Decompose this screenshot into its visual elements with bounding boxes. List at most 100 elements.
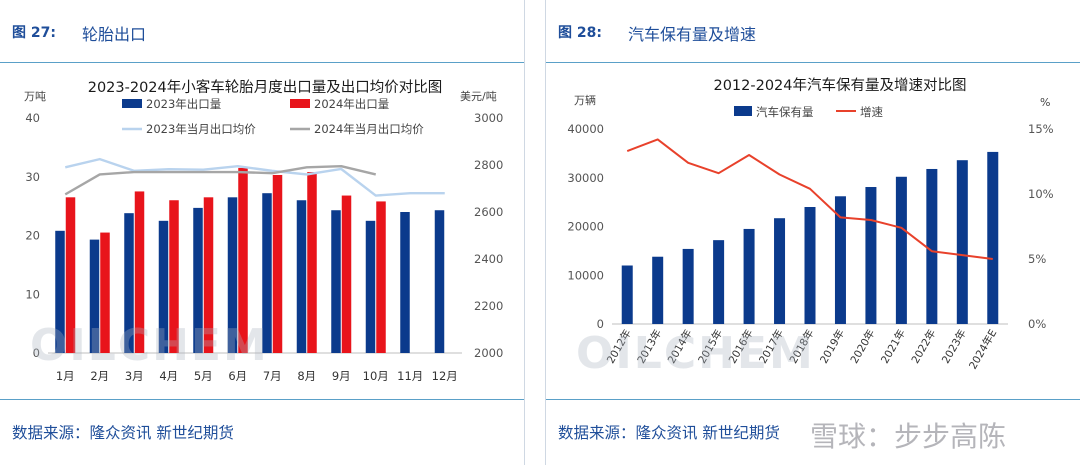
- right-figure-number: 图 28:: [558, 25, 602, 41]
- x-tick-label: 1月: [56, 369, 75, 383]
- right-axis-tick-label: 5%: [1028, 252, 1046, 266]
- bar-2023-export: [400, 212, 410, 353]
- bar-2024-export: [169, 200, 179, 353]
- left-data-source: 数据来源：隆众资讯 新世纪期货: [12, 424, 234, 442]
- right-axis-tick-label: 2800: [474, 158, 503, 172]
- left-axis-tick-label: 10000: [567, 268, 604, 282]
- bar-vehicle-ownership: [774, 218, 786, 324]
- bar-2023-export: [434, 210, 445, 353]
- x-tick-label: 12月: [432, 369, 458, 383]
- left-axis-tick-label: 10: [25, 287, 40, 301]
- bar-vehicle-ownership: [834, 196, 846, 324]
- bar-2024-export: [376, 201, 386, 353]
- right-axis-tick-label: 10%: [1028, 187, 1054, 201]
- legend-label: 2024年当月出口均价: [314, 122, 424, 136]
- bar-2023-export: [365, 220, 376, 353]
- left-axis-unit: 万辆: [574, 93, 596, 107]
- xueqiu-watermark: 雪球：步步高陈: [810, 420, 1007, 453]
- bar-vehicle-ownership: [926, 168, 938, 324]
- bar-2024-export: [272, 174, 283, 353]
- x-tick-label: 2022年: [909, 327, 939, 366]
- x-tick-label: 3月: [125, 369, 144, 383]
- legend-swatch: [290, 99, 310, 108]
- bar-2023-export: [158, 220, 169, 353]
- bar-vehicle-ownership: [987, 151, 999, 324]
- legend-label: 汽车保有量: [756, 105, 814, 119]
- right-axis-unit: %: [1040, 96, 1050, 109]
- x-tick-label: 8月: [297, 369, 316, 383]
- legend-label: 2023年当月出口均价: [146, 122, 256, 136]
- bar-vehicle-ownership: [865, 187, 877, 324]
- bar-vehicle-ownership: [804, 207, 816, 324]
- left-figure-header: 图 27: 轮胎出口: [0, 0, 524, 63]
- bar-2024-export: [203, 197, 214, 353]
- right-figure-title: 汽车保有量及增速: [628, 25, 757, 44]
- x-tick-label: 2020年: [848, 327, 878, 366]
- left-axis-unit: 万吨: [24, 90, 46, 103]
- bar-2023-export: [55, 230, 65, 353]
- bar-vehicle-ownership: [713, 240, 725, 324]
- legend-swatch: [122, 99, 142, 108]
- bar-2024-export: [307, 172, 317, 353]
- left-axis-tick-label: 20000: [567, 220, 604, 234]
- bar-2023-export: [193, 207, 203, 353]
- bar-vehicle-ownership: [956, 160, 968, 324]
- bar-2024-export: [238, 167, 248, 353]
- x-tick-label: 2023年: [939, 327, 969, 366]
- left-axis-tick-label: 40: [25, 111, 40, 125]
- right-source-row: 数据来源：隆众资讯 新世纪期货: [546, 399, 1080, 466]
- bar-2024-export: [100, 232, 110, 353]
- right-axis-tick-label: 2400: [474, 252, 503, 266]
- right-data-source: 数据来源：隆众资讯 新世纪期货: [558, 424, 780, 442]
- left-axis-tick-label: 40000: [567, 122, 604, 136]
- bar-2024-export: [134, 191, 145, 353]
- bar-vehicle-ownership: [682, 248, 694, 324]
- left-source-row: 数据来源：隆众资讯 新世纪期货: [0, 399, 524, 466]
- bar-2024-export: [65, 197, 76, 353]
- chart-title: 2023-2024年小客车轮胎月度出口量及出口均价对比图: [88, 79, 443, 96]
- bar-vehicle-ownership: [895, 176, 907, 324]
- bar-2023-export: [89, 239, 100, 353]
- left-axis-tick-label: 30: [25, 170, 40, 184]
- bar-vehicle-ownership: [652, 256, 664, 324]
- line-2024-avg-price: [64, 164, 377, 196]
- right-axis-tick-label: 2000: [474, 346, 503, 360]
- left-axis-tick-label: 0: [597, 317, 604, 331]
- x-tick-label: 2021年: [878, 327, 908, 366]
- x-tick-label: 9月: [332, 369, 351, 383]
- bar-vehicle-ownership: [621, 265, 633, 324]
- right-figure-panel: 图 28: 汽车保有量及增速 2012-2024年汽车保有量及增速对比图万辆% 0…: [545, 0, 1080, 465]
- line-growth-rate: [626, 138, 993, 260]
- left-axis-tick-label: 30000: [567, 171, 604, 185]
- chart-title: 2012-2024年汽车保有量及增速对比图: [713, 77, 966, 94]
- x-tick-label: 7月: [263, 369, 282, 383]
- left-figure-title: 轮胎出口: [82, 25, 147, 44]
- x-tick-label: 11月: [397, 369, 423, 383]
- right-axis-tick-label: 2600: [474, 205, 503, 219]
- right-axis-tick-label: 15%: [1028, 122, 1054, 136]
- x-tick-label: 2024年E: [966, 327, 999, 371]
- right-axis-tick-label: 3000: [474, 111, 503, 125]
- x-tick-label: 6月: [228, 369, 247, 383]
- bar-2023-export: [296, 200, 307, 353]
- bar-2023-export: [227, 197, 238, 353]
- bar-2024-export: [341, 195, 352, 353]
- bar-2023-export: [262, 193, 272, 353]
- line-2023-avg-price: [64, 157, 445, 197]
- left-figure-panel: 图 27: 轮胎出口 2023-2024年小客车轮胎月度出口量及出口均价对比图万…: [0, 0, 525, 465]
- legend-label: 2024年出口量: [314, 97, 389, 111]
- bar-vehicle-ownership: [743, 228, 755, 324]
- right-figure-header: 图 28: 汽车保有量及增速: [546, 0, 1080, 63]
- x-tick-label: 2月: [90, 369, 109, 383]
- x-tick-label: 10月: [363, 369, 389, 383]
- right-watermark: OILCHEM: [576, 328, 815, 379]
- x-tick-label: 2019年: [817, 327, 847, 366]
- right-axis-tick-label: 2200: [474, 299, 503, 313]
- x-tick-label: 5月: [194, 369, 213, 383]
- left-figure-number: 图 27:: [12, 25, 56, 41]
- left-watermark: OILCHEM: [30, 320, 269, 371]
- legend-label: 2023年出口量: [146, 97, 221, 111]
- legend-label: 增速: [860, 105, 883, 119]
